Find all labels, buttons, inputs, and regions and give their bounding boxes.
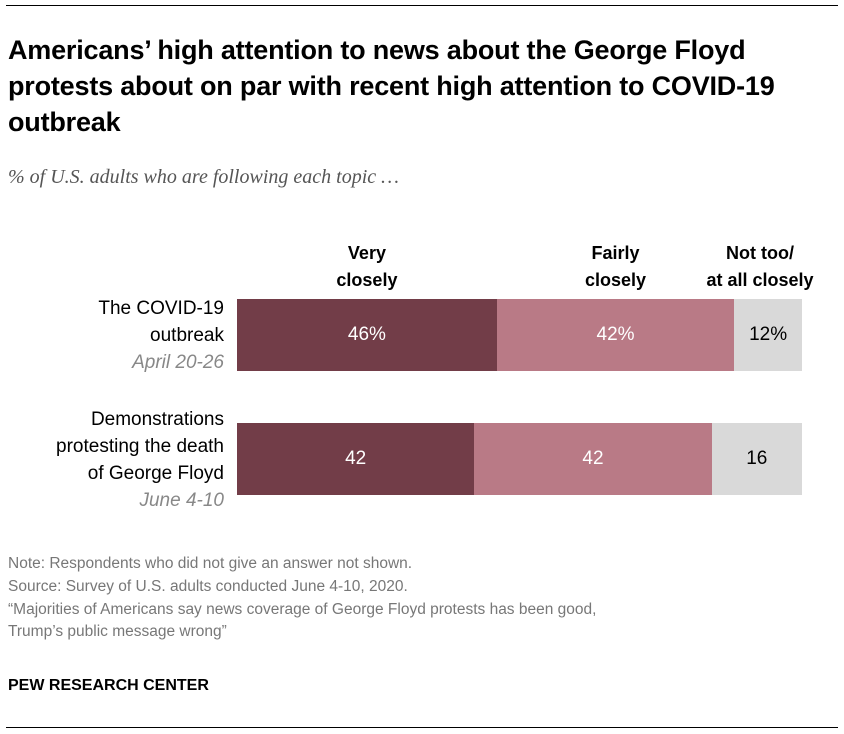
row-label-line: protesting the death: [56, 436, 224, 457]
report-title-line1: “Majorities of Americans say news covera…: [8, 601, 597, 618]
row-label-line: outbreak: [150, 325, 224, 346]
note-text: Note: Respondents who did not give an an…: [8, 555, 413, 572]
report-title-line2: Trump’s public message wrong”: [8, 623, 227, 640]
bar-segment: 42: [237, 423, 475, 495]
bar-segment: 16: [711, 423, 802, 495]
row-label-line: The COVID-19: [98, 298, 224, 319]
data-label: 42: [582, 448, 604, 469]
top-rule: [6, 5, 838, 6]
column-header-line: at all closely: [706, 270, 814, 290]
bottom-rule: [6, 727, 838, 728]
column-header-1: Fairly closely: [585, 240, 646, 294]
bar-segment: 12%: [734, 299, 802, 371]
row-label: Demonstrations protesting the death of Geo…: [56, 406, 224, 514]
data-label: 42: [345, 448, 367, 469]
row-label-line: of George Floyd: [87, 463, 224, 484]
data-label: 12%: [749, 324, 788, 345]
row-label: The COVID-19 outbreak April 20-26: [98, 295, 224, 376]
row-label-line: Demonstrations: [90, 409, 224, 430]
bar-segment: 42: [474, 423, 712, 495]
column-header-line: Very: [347, 243, 386, 263]
pew-logo-text: PEW RESEARCH CENTER: [8, 677, 209, 694]
column-header-line: Fairly: [591, 243, 640, 263]
column-header-line: closely: [336, 270, 398, 290]
row-date: June 4-10: [139, 490, 224, 511]
chart-subtitle: % of U.S. adults who are following each …: [8, 166, 399, 188]
data-label: 42%: [596, 324, 635, 345]
row-date: April 20-26: [132, 352, 224, 373]
column-header-line: closely: [585, 270, 647, 290]
column-header-0: Very closely: [336, 240, 397, 294]
source-text: Source: Survey of U.S. adults conducted …: [8, 578, 408, 595]
data-label: 16: [746, 448, 768, 469]
bar-segment: 42%: [496, 299, 735, 371]
chart-title: Americans’ high attention to news about …: [8, 35, 775, 137]
data-label: 46%: [347, 324, 386, 345]
column-header-2: Not too/at all closely: [706, 240, 813, 294]
bar-segment: 46%: [237, 299, 497, 371]
column-header-line: Not too/: [726, 243, 794, 263]
